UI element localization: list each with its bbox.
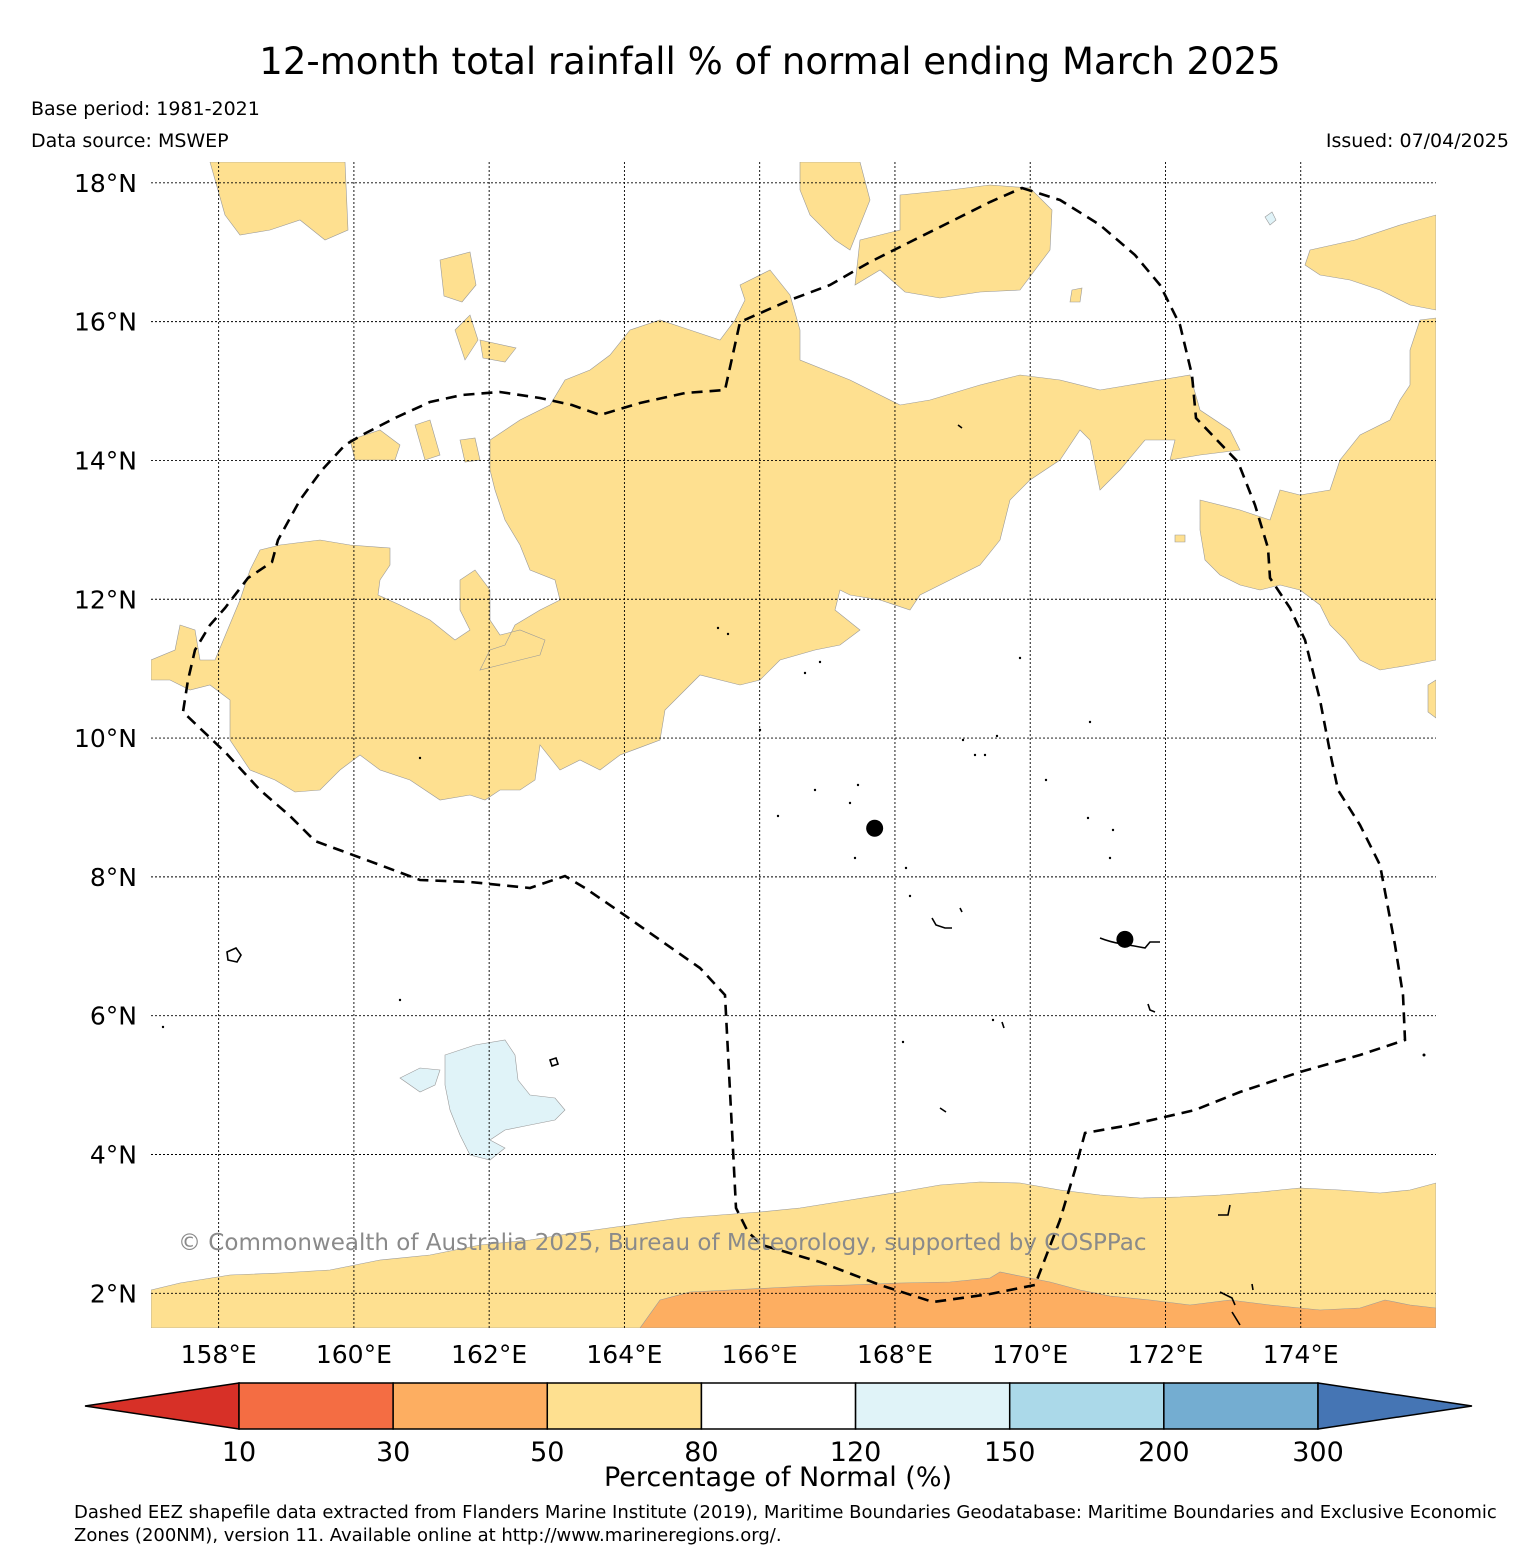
colorbar-label: 10 (222, 1437, 256, 1468)
data-source: Data source: MSWEP (31, 130, 229, 152)
lat-label: 4°N (90, 1140, 137, 1169)
lon-label: 168°E (857, 1340, 933, 1369)
lat-label: 12°N (74, 585, 137, 614)
footnote: Dashed EEZ shapefile data extracted from… (74, 1502, 1497, 1546)
colorbar-bin (1008, 1382, 1165, 1430)
colorbar-label: 120 (830, 1437, 882, 1468)
colorbar-bin (546, 1382, 703, 1430)
colorbar-label: 200 (1138, 1437, 1190, 1468)
city-marker (866, 819, 884, 837)
colorbar-title: Percentage of Normal (%) (603, 1462, 953, 1493)
base-period: Base period: 1981-2021 (31, 98, 260, 120)
eez-boundary (181, 186, 1407, 1304)
lon-label: 170°E (992, 1340, 1068, 1369)
colorbar-bin (238, 1382, 394, 1430)
lat-label: 18°N (74, 169, 137, 198)
colorbar-label: 300 (1292, 1437, 1344, 1468)
colorbar-label: 150 (984, 1437, 1036, 1468)
lat-label: 14°N (74, 446, 137, 475)
colorbar-bin (1163, 1382, 1319, 1430)
map-title: 12-month total rainfall % of normal endi… (259, 40, 1281, 83)
longitude-labels: 158°E 160°E 162°E 164°E 166°E 168°E 170°E 172°E… (181, 1340, 1339, 1369)
lat-label: 8°N (90, 863, 137, 892)
map-plot-area: © Commonwealth of Australia 2025, Bureau… (151, 162, 1436, 1328)
city-marker (1116, 930, 1134, 948)
lon-label: 160°E (316, 1340, 392, 1369)
copyright-notice: © Commonwealth of Australia 2025, Bureau… (178, 1230, 1147, 1256)
lon-label: 174°E (1263, 1340, 1339, 1369)
colorbar-bin (700, 1382, 857, 1430)
city-markers (866, 819, 1134, 948)
lon-label: 162°E (451, 1340, 527, 1369)
lat-label: 6°N (90, 1002, 137, 1031)
latitude-labels: 18°N 16°N 14°N 12°N 10°N 8°N 6°N 4°N 2°N (74, 169, 137, 1308)
colorbar-label: 50 (530, 1437, 564, 1468)
lon-label: 172°E (1127, 1340, 1203, 1369)
lon-label: 166°E (722, 1340, 798, 1369)
lat-label: 2°N (90, 1279, 137, 1308)
colorbar-extend-low (84, 1382, 240, 1430)
colorbar-bin (392, 1382, 549, 1430)
small-islets (161, 626, 1426, 1057)
region-50-80 (151, 162, 1436, 1328)
lat-label: 16°N (74, 308, 137, 337)
colorbar-label: 30 (376, 1437, 410, 1468)
issued-date: Issued: 07/04/2025 (1325, 130, 1509, 152)
lat-label: 10°N (74, 724, 137, 753)
colorbar-labels: 10 30 50 80 120 150 200 300 (222, 1437, 1344, 1468)
colorbar (84, 1382, 1473, 1430)
colorbar-extend-high (1317, 1382, 1473, 1430)
lon-label: 158°E (181, 1340, 257, 1369)
colorbar-bin (854, 1382, 1011, 1430)
lon-label: 164°E (586, 1340, 662, 1369)
colorbar-label: 80 (684, 1437, 718, 1468)
region-120-150 (399, 211, 1277, 1161)
